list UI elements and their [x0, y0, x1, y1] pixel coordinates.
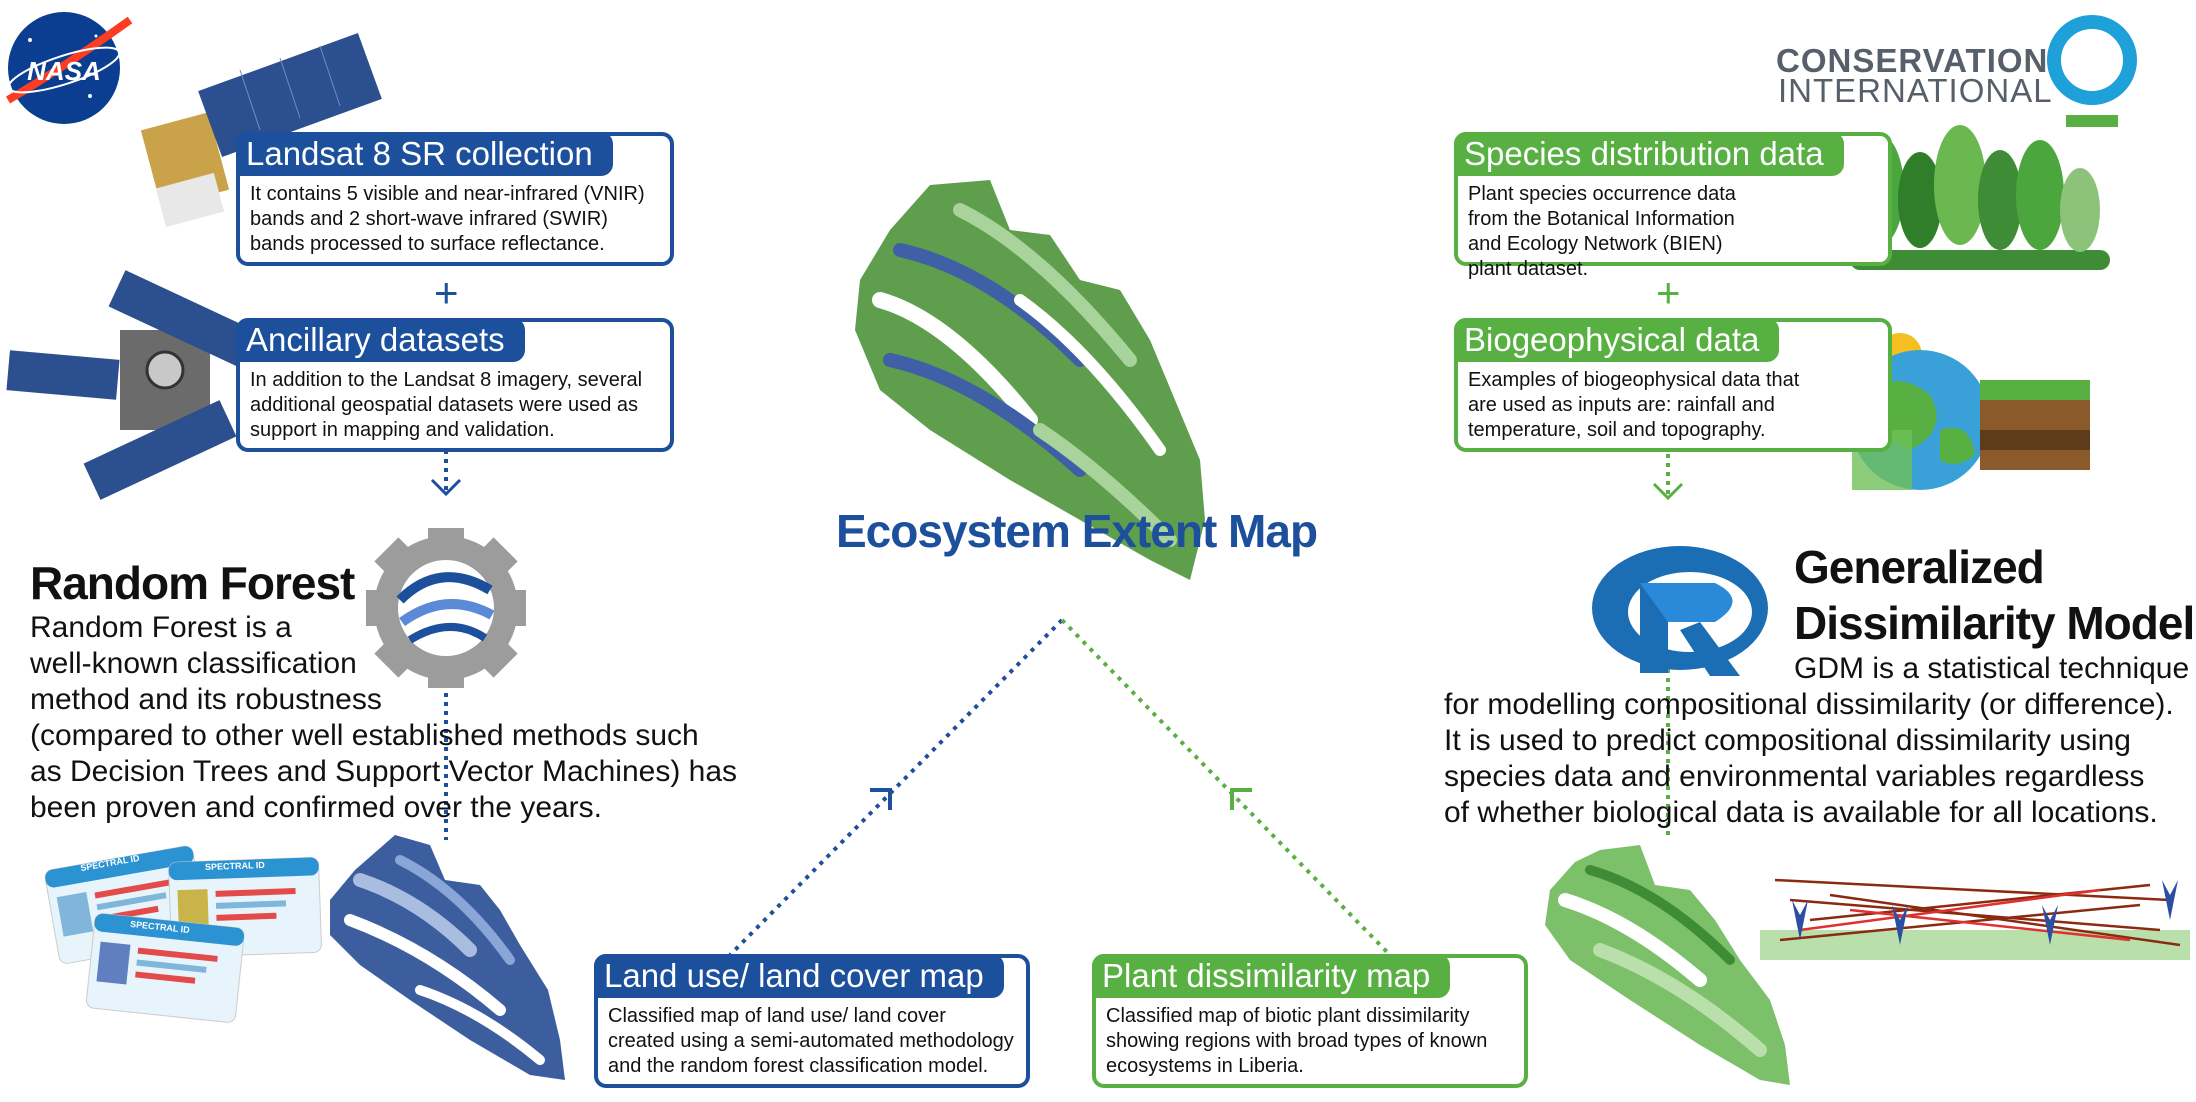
bio-box: Biogeophysical data Examples of biogeoph… — [1454, 318, 1892, 452]
arrow-down-icon — [430, 478, 462, 497]
plus-icon-left: + — [434, 269, 459, 316]
pdm-body: Classified map of biotic plant dissimila… — [1106, 1005, 1488, 1077]
ecosystem-extent-map-title-text: Ecosystem Extent Map — [836, 505, 1318, 557]
landsat-box: Landsat 8 SR collection It contains 5 vi… — [236, 132, 674, 266]
ancillary-box: Ancillary datasets In addition to the La… — [236, 318, 674, 452]
landsat-body: It contains 5 visible and near-infrared … — [250, 183, 645, 255]
nasa-logo — [6, 12, 133, 124]
ancillary-body: In addition to the Landsat 8 imagery, se… — [250, 369, 643, 441]
ancillary-title: Ancillary datasets — [236, 318, 525, 362]
ecosystem-extent-map-title: Ecosystem Extent Map — [836, 504, 1318, 558]
random-forest-title: Random Forest — [30, 557, 355, 609]
lulc-body: Classified map of land use/ land cover c… — [608, 1005, 1014, 1077]
liberia-dissimilarity-map — [1545, 845, 1790, 1085]
arrow-up-left-icon — [1230, 788, 1252, 810]
liberia-ecosystem-map — [855, 180, 1205, 580]
bio-title: Biogeophysical data — [1454, 318, 1780, 362]
plus-icon-right: + — [1656, 269, 1681, 316]
ci-logo-line2: INTERNATIONAL — [1778, 72, 2053, 109]
gdm-line-1: GDM is a statistical technique — [1794, 652, 2190, 685]
flow-line-lulc-to-center — [728, 618, 1064, 957]
forest-illustration — [1850, 125, 2110, 270]
species-body: Plant species occurrence data from the B… — [1468, 183, 1736, 280]
lulc-box: Land use/ land cover map Classified map … — [594, 954, 1030, 1088]
pdm-box: Plant dissimilarity map Classified map o… — [1092, 954, 1528, 1088]
satellite-landsat-icon — [140, 33, 382, 228]
random-forest-line-2: well-known classification — [30, 647, 357, 680]
random-forest-line-5: as Decision Trees and Support Vector Mac… — [30, 755, 738, 788]
satellite-ancillary-icon — [6, 270, 262, 500]
pdm-title: Plant dissimilarity map — [1092, 954, 1451, 998]
random-forest-line-1: Random Forest is a — [30, 611, 292, 644]
gdm-line-5: of whether biological data is available … — [1444, 796, 2158, 829]
landsat-title: Landsat 8 SR collection — [236, 132, 613, 176]
liberia-lulc-map — [330, 835, 565, 1080]
nasa-logo-label: NASA — [27, 56, 101, 86]
ci-logo-line1: CONSERVATION — [1776, 42, 2049, 79]
lulc-title: Land use/ land cover map — [594, 954, 1004, 998]
bio-body: Examples of biogeophysical data that are… — [1468, 369, 1800, 441]
flow-line-pdm-to-center — [1060, 618, 1392, 957]
random-forest-line-3: method and its robustness — [30, 683, 382, 716]
arrow-up-right-icon — [870, 788, 892, 810]
gdm-species-arrows-illustration — [1760, 878, 2190, 960]
gdm-line-4: species data and environmental variables… — [1444, 760, 2145, 793]
species-box: Species distribution data Plant species … — [1454, 132, 1892, 280]
arrow-down-icon — [1652, 482, 1684, 501]
random-forest-line-4: (compared to other well established meth… — [30, 719, 699, 752]
gdm-line-3: It is used to predict compositional diss… — [1444, 724, 2131, 757]
spectral-id-label: SPECTRAL ID — [204, 859, 266, 873]
random-forest-line-6: been proven and confirmed over the years… — [30, 791, 603, 824]
ci-logo-icon — [2047, 15, 2137, 127]
gdm-title-line1: Generalized — [1794, 541, 2045, 593]
species-title: Species distribution data — [1454, 132, 1844, 176]
earth-engine-gear-icon — [366, 528, 526, 688]
gdm-line-2: for modelling compositional dissimilarit… — [1444, 688, 2174, 721]
r-logo-icon — [1592, 546, 1768, 676]
spectral-id-cards — [44, 845, 322, 1023]
gdm-title-line2: Dissimilarity Model — [1794, 597, 2195, 649]
